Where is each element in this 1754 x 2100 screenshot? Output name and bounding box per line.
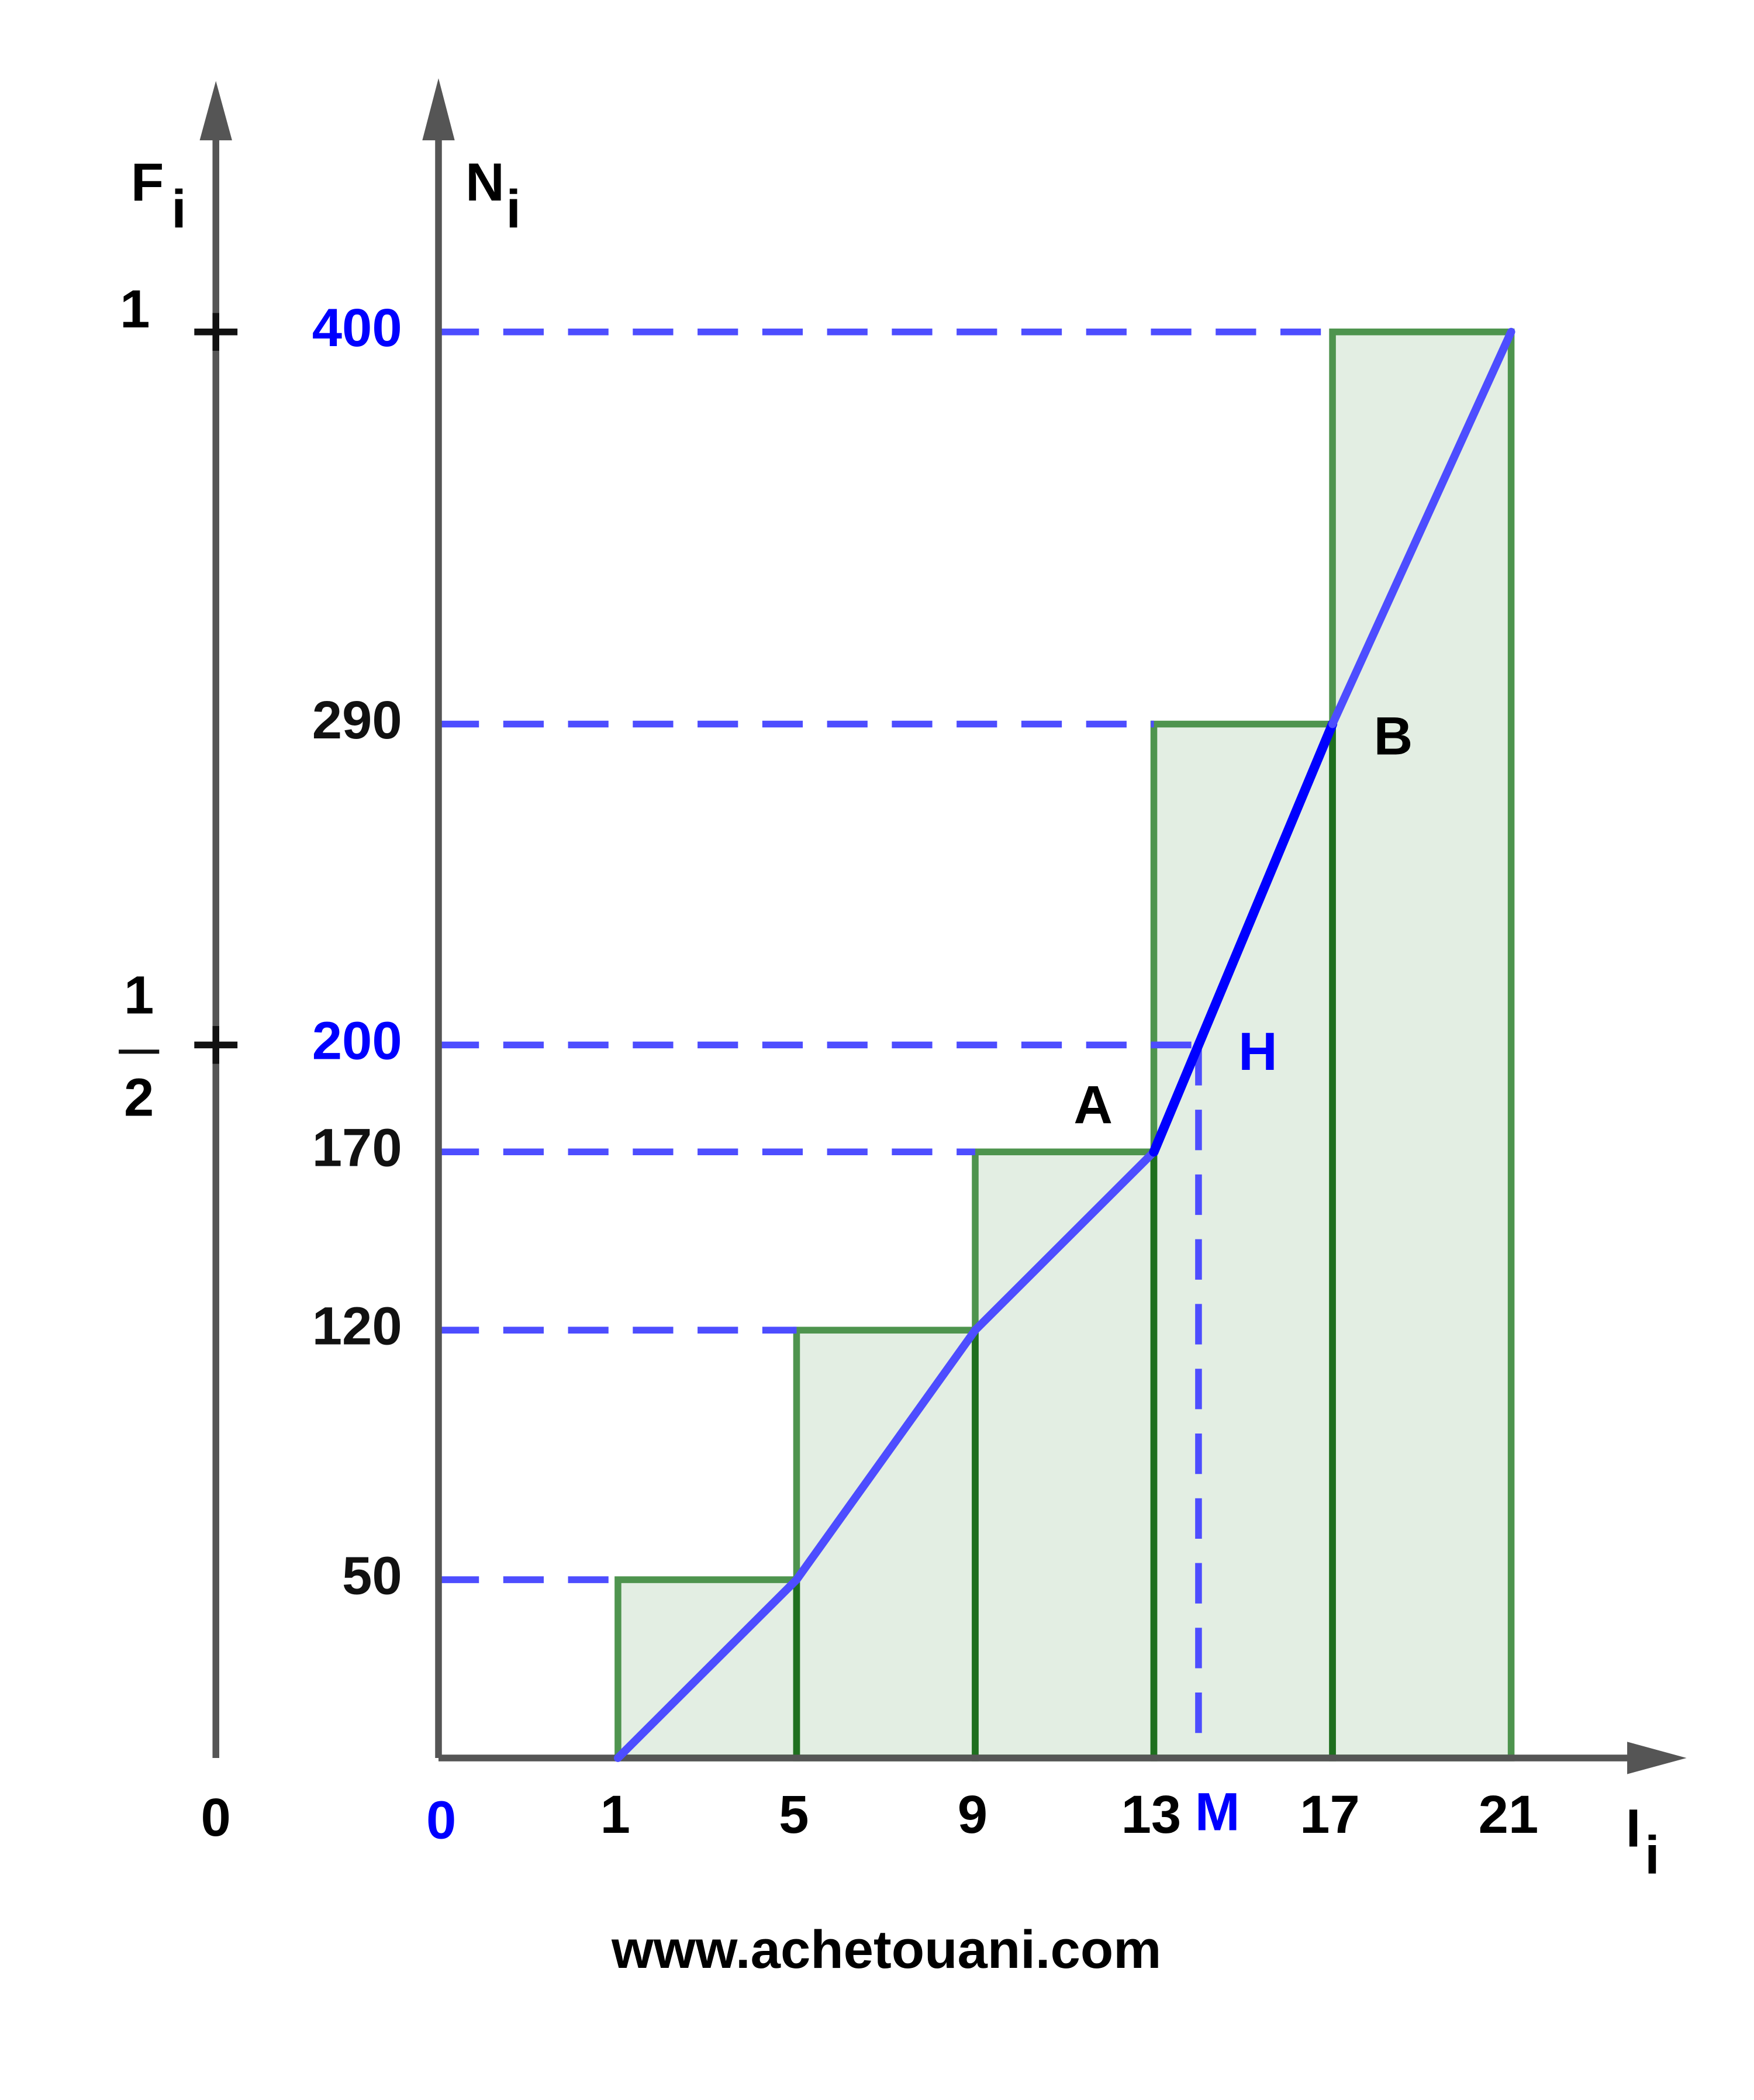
f-tick-label: 1: [120, 278, 150, 339]
polygon-segment: [792, 1326, 979, 1584]
y-tick-label: 120: [312, 1296, 402, 1356]
axis-label: F: [131, 151, 164, 212]
y-tick-label: 200: [312, 1010, 402, 1071]
x-tick-label: 13: [1121, 1784, 1182, 1845]
point-label: B: [1374, 706, 1413, 766]
y-tick-label: 170: [312, 1117, 402, 1178]
axis-label-sub: i: [1645, 1824, 1660, 1885]
f-tick: [194, 1026, 238, 1064]
x-origin-label: 0: [426, 1789, 456, 1850]
axis-label: N: [465, 151, 505, 212]
y-tick-label: 290: [312, 689, 402, 750]
axes: [194, 78, 1687, 1774]
axis-label-sub: i: [171, 178, 187, 239]
point-label: A: [1073, 1074, 1113, 1135]
f-tick-denominator: 2: [124, 1067, 154, 1128]
footer: www.achetouani.com: [611, 1919, 1161, 1980]
bar: [1329, 328, 1515, 1761]
f-tick-numerator: 1: [124, 964, 154, 1025]
y-tick-label: 50: [342, 1545, 402, 1605]
x-tick-label: 21: [1479, 1784, 1539, 1845]
guides: [438, 328, 1333, 1758]
bars: [614, 328, 1515, 1761]
polygon-segment: [1328, 327, 1515, 728]
f-tick-label: 0: [201, 1787, 231, 1847]
x-tick-label: 17: [1300, 1784, 1360, 1845]
y-tick-label: 400: [312, 297, 402, 358]
median-label: H: [1238, 1021, 1277, 1082]
median-x-label: M: [1195, 1781, 1240, 1842]
polygon-segment: [971, 1148, 1158, 1335]
polygon-segment: [614, 1576, 801, 1762]
axis-label: I: [1626, 1797, 1641, 1858]
x-tick-label: 5: [779, 1784, 809, 1845]
f-tick: [194, 313, 238, 351]
x-tick-label: 1: [600, 1784, 630, 1845]
polygon-segment-median: [1149, 719, 1338, 1157]
axis-label-sub: i: [506, 178, 521, 239]
n-axis-arrow: [422, 78, 455, 141]
polygon: [614, 327, 1515, 1762]
bar: [1150, 720, 1336, 1761]
f-axis-arrow: [199, 81, 232, 141]
x-axis-arrow: [1627, 1742, 1687, 1774]
x-tick-label: 9: [958, 1784, 988, 1845]
